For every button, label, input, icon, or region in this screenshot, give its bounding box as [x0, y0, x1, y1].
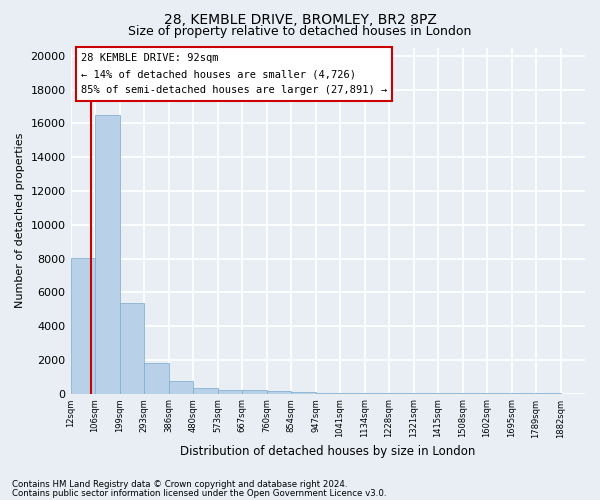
Bar: [242, 390, 266, 394]
Text: Size of property relative to detached houses in London: Size of property relative to detached ho…: [128, 25, 472, 38]
Bar: [144, 363, 169, 394]
Text: Contains public sector information licensed under the Open Government Licence v3: Contains public sector information licen…: [12, 488, 386, 498]
Bar: [218, 390, 242, 394]
Text: Contains HM Land Registry data © Crown copyright and database right 2024.: Contains HM Land Registry data © Crown c…: [12, 480, 347, 489]
Bar: [169, 382, 193, 394]
Text: 28, KEMBLE DRIVE, BROMLEY, BR2 8PZ: 28, KEMBLE DRIVE, BROMLEY, BR2 8PZ: [164, 12, 436, 26]
Bar: [95, 115, 119, 394]
Bar: [316, 392, 340, 394]
Bar: [291, 392, 316, 394]
Text: 28 KEMBLE DRIVE: 92sqm
← 14% of detached houses are smaller (4,726)
85% of semi-: 28 KEMBLE DRIVE: 92sqm ← 14% of detached…: [81, 52, 387, 96]
Bar: [266, 392, 291, 394]
Bar: [340, 393, 365, 394]
X-axis label: Distribution of detached houses by size in London: Distribution of detached houses by size …: [180, 444, 475, 458]
Bar: [71, 258, 95, 394]
Y-axis label: Number of detached properties: Number of detached properties: [15, 133, 25, 308]
Bar: [119, 304, 144, 394]
Bar: [193, 388, 218, 394]
